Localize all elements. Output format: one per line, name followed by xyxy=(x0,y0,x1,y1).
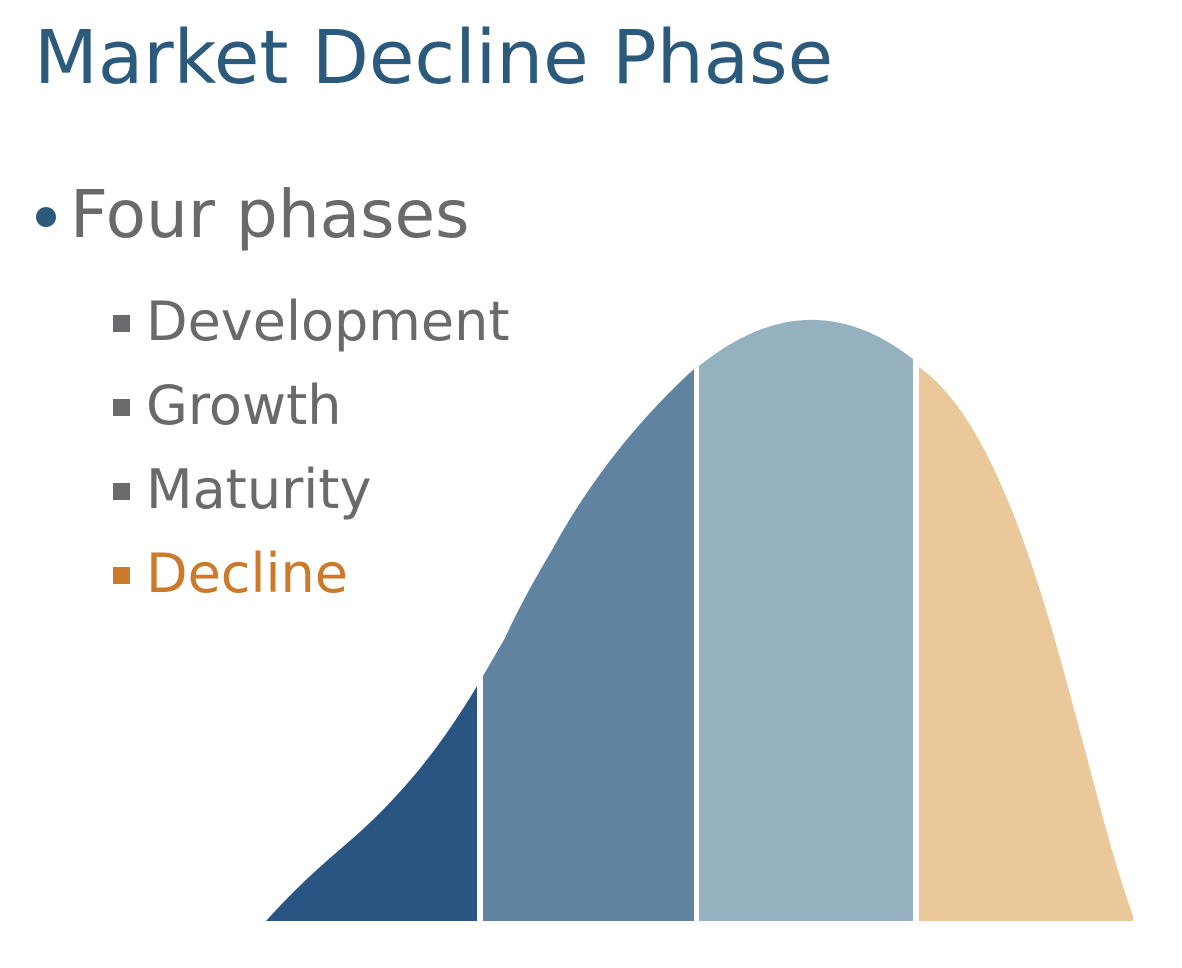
segment-decline xyxy=(919,367,1133,921)
segment-growth xyxy=(483,369,694,921)
segment-maturity xyxy=(699,320,913,921)
segment-development xyxy=(266,686,477,921)
